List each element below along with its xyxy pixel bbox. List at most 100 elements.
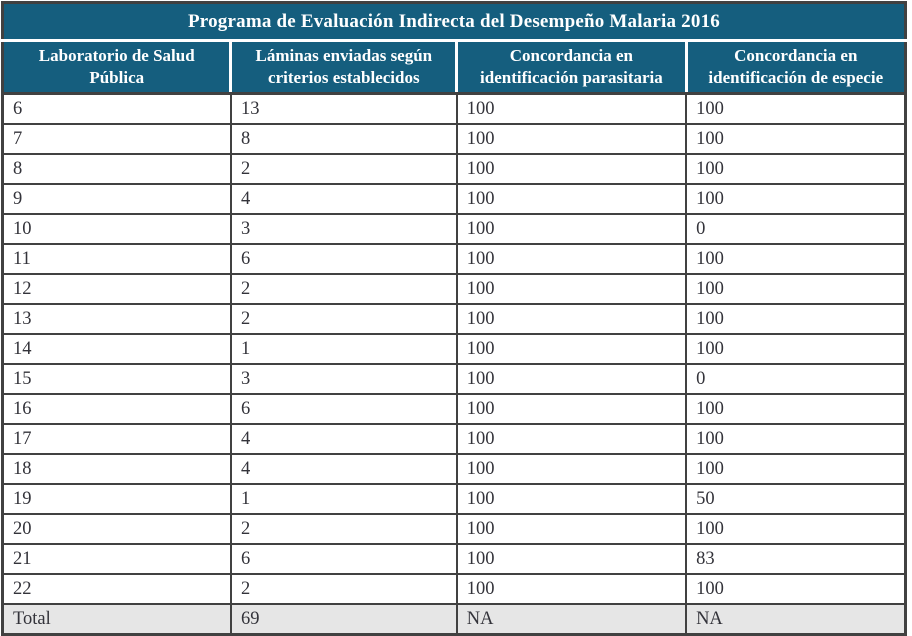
- cell-parasitaria: 100: [455, 423, 688, 455]
- cell-laboratorio: Total: [1, 603, 232, 636]
- column-header-laboratorio: Laboratorio de Salud Pública: [2, 40, 231, 95]
- cell-laboratorio: 16: [1, 393, 232, 425]
- cell-parasitaria: 100: [455, 183, 688, 215]
- cell-parasitaria: 100: [455, 213, 688, 245]
- cell-parasitaria: 100: [455, 393, 688, 425]
- table-row: 8 2 100 100: [1, 153, 907, 185]
- table-row: 22 2 100 100: [1, 573, 907, 605]
- cell-laminas: 1: [229, 483, 458, 515]
- cell-parasitaria: 100: [455, 543, 688, 575]
- table-row: 9 4 100 100: [1, 183, 907, 215]
- table-row: 7 8 100 100: [1, 123, 907, 155]
- cell-laboratorio: 7: [1, 123, 232, 155]
- cell-parasitaria: NA: [455, 603, 688, 636]
- cell-laboratorio: 8: [1, 153, 232, 185]
- cell-laminas: 4: [229, 183, 458, 215]
- table-body: 6 13 100 100 7 8 100 100 8 2 100 100 9 4 100 100 10 3 100 0…: [1, 92, 907, 636]
- cell-especie: 100: [685, 273, 907, 305]
- cell-especie: 100: [685, 183, 907, 215]
- table-row: 19 1 100 50: [1, 483, 907, 515]
- cell-laboratorio: 6: [1, 92, 232, 125]
- cell-especie: 100: [685, 423, 907, 455]
- cell-especie: 83: [685, 543, 907, 575]
- column-header-concordancia-especie: Concordancia en identificación de especi…: [684, 40, 906, 95]
- cell-parasitaria: 100: [455, 153, 688, 185]
- cell-laminas: 2: [229, 273, 458, 305]
- cell-parasitaria: 100: [455, 243, 688, 275]
- header-row: Laboratorio de Salud Pública Láminas env…: [2, 40, 906, 95]
- cell-laminas: 3: [229, 363, 458, 395]
- cell-laminas: 2: [229, 513, 458, 545]
- cell-parasitaria: 100: [455, 123, 688, 155]
- table-title: Programa de Evaluación Indirecta del Des…: [2, 2, 906, 42]
- cell-parasitaria: 100: [455, 333, 688, 365]
- cell-especie: 100: [685, 153, 907, 185]
- cell-especie: 100: [685, 92, 907, 125]
- cell-especie: 0: [685, 363, 907, 395]
- cell-especie: 100: [685, 243, 907, 275]
- table-row: 16 6 100 100: [1, 393, 907, 425]
- cell-laminas: 6: [229, 243, 458, 275]
- cell-parasitaria: 100: [455, 273, 688, 305]
- cell-laboratorio: 17: [1, 423, 232, 455]
- cell-laboratorio: 18: [1, 453, 232, 485]
- cell-laboratorio: 19: [1, 483, 232, 515]
- table-row: 21 6 100 83: [1, 543, 907, 575]
- cell-laminas: 2: [229, 153, 458, 185]
- title-row: Programa de Evaluación Indirecta del Des…: [2, 2, 906, 42]
- column-header-laminas-enviadas: Láminas enviadas según criterios estable…: [229, 40, 457, 95]
- cell-especie: 100: [685, 393, 907, 425]
- cell-laminas: 6: [229, 543, 458, 575]
- cell-laboratorio: 15: [1, 363, 232, 395]
- table-row: 13 2 100 100: [1, 303, 907, 335]
- cell-laminas: 8: [229, 123, 458, 155]
- cell-laminas: 6: [229, 393, 458, 425]
- cell-laminas: 2: [229, 303, 458, 335]
- cell-laboratorio: 21: [1, 543, 232, 575]
- table-row: 12 2 100 100: [1, 273, 907, 305]
- cell-laboratorio: 10: [1, 213, 232, 245]
- cell-laboratorio: 20: [1, 513, 232, 545]
- table-row: 6 13 100 100: [1, 92, 907, 125]
- total-row: Total 69 NA NA: [1, 603, 907, 636]
- cell-parasitaria: 100: [455, 303, 688, 335]
- cell-especie: 100: [685, 573, 907, 605]
- cell-parasitaria: 100: [455, 483, 688, 515]
- cell-parasitaria: 100: [455, 573, 688, 605]
- table-row: 11 6 100 100: [1, 243, 907, 275]
- cell-especie: 50: [685, 483, 907, 515]
- cell-especie: 100: [685, 123, 907, 155]
- cell-laminas: 69: [229, 603, 458, 636]
- cell-laboratorio: 9: [1, 183, 232, 215]
- cell-especie: 0: [685, 213, 907, 245]
- table-row: 15 3 100 0: [1, 363, 907, 395]
- cell-laminas: 13: [229, 92, 458, 125]
- cell-especie: 100: [685, 303, 907, 335]
- table-row: 17 4 100 100: [1, 423, 907, 455]
- table-row: 10 3 100 0: [1, 213, 907, 245]
- cell-laminas: 1: [229, 333, 458, 365]
- cell-especie: NA: [685, 603, 907, 636]
- column-header-concordancia-parasitaria: Concordancia en identificación parasitar…: [455, 40, 687, 95]
- cell-laboratorio: 11: [1, 243, 232, 275]
- cell-especie: 100: [685, 333, 907, 365]
- table-row: 18 4 100 100: [1, 453, 907, 485]
- cell-parasitaria: 100: [455, 513, 688, 545]
- cell-laminas: 3: [229, 213, 458, 245]
- table-row: 14 1 100 100: [1, 333, 907, 365]
- cell-parasitaria: 100: [455, 92, 688, 125]
- cell-especie: 100: [685, 453, 907, 485]
- cell-especie: 100: [685, 513, 907, 545]
- cell-laminas: 2: [229, 573, 458, 605]
- cell-laboratorio: 22: [1, 573, 232, 605]
- cell-laminas: 4: [229, 453, 458, 485]
- cell-parasitaria: 100: [455, 363, 688, 395]
- table-row: 20 2 100 100: [1, 513, 907, 545]
- cell-parasitaria: 100: [455, 453, 688, 485]
- cell-laboratorio: 14: [1, 333, 232, 365]
- cell-laminas: 4: [229, 423, 458, 455]
- cell-laboratorio: 13: [1, 303, 232, 335]
- cell-laboratorio: 12: [1, 273, 232, 305]
